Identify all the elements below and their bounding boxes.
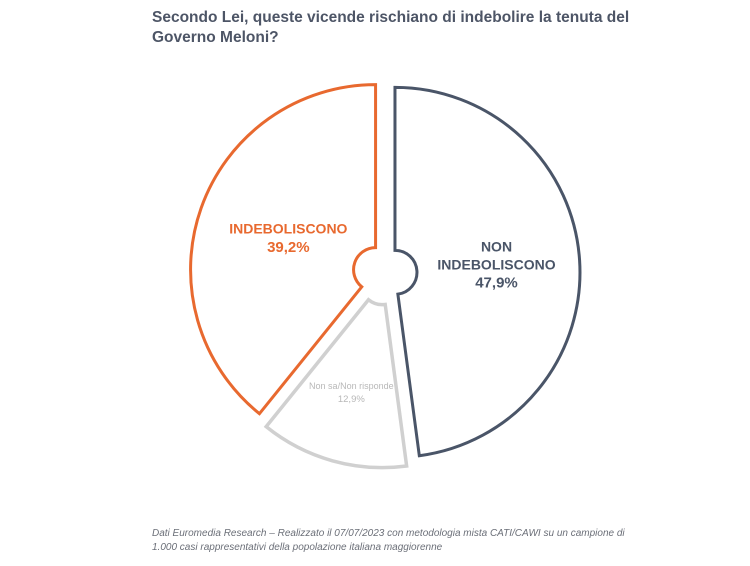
pie-slice-indeboliscono [189, 83, 378, 416]
slice-label-indeboliscono: INDEBOLISCONO [229, 221, 347, 237]
slice-label-non-sa: Non sa/Non risponde [309, 381, 394, 391]
pie-slice-non-indeboliscono [393, 85, 582, 458]
chart-title: Secondo Lei, queste vicende rischiano di… [152, 9, 630, 46]
slice-value-non-indeboliscono: 47,9% [475, 275, 518, 292]
pie-slice-non-sa [263, 297, 409, 470]
slice-label-non-indeboliscono: INDEBOLISCONO [437, 256, 555, 272]
source-footnote: Dati Euromedia Research – Realizzato il … [152, 528, 625, 553]
slice-label-non-indeboliscono: NON [481, 238, 512, 254]
slice-value-non-sa: 12,9% [338, 394, 365, 405]
slice-value-indeboliscono: 39,2% [267, 239, 310, 256]
